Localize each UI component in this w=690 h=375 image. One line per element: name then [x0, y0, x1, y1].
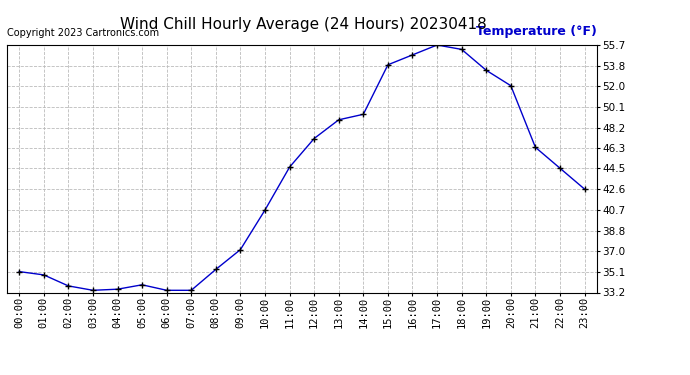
- Text: Copyright 2023 Cartronics.com: Copyright 2023 Cartronics.com: [7, 28, 159, 38]
- Text: Wind Chill Hourly Average (24 Hours) 20230418: Wind Chill Hourly Average (24 Hours) 202…: [120, 17, 487, 32]
- Text: Temperature (°F): Temperature (°F): [476, 25, 597, 38]
